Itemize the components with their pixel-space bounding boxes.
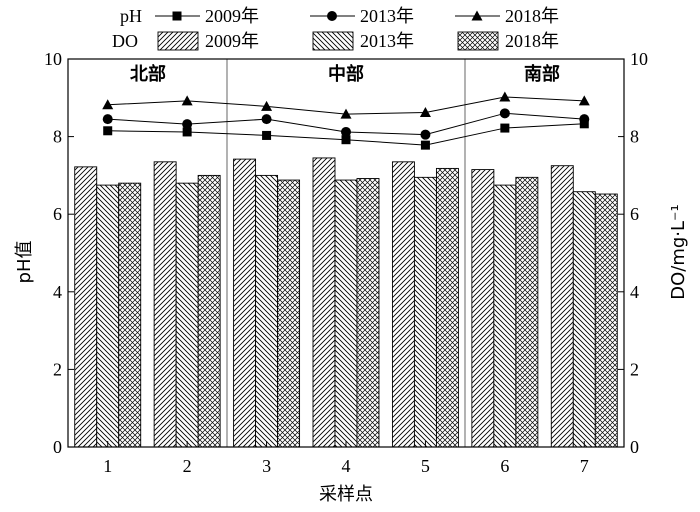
ph-point-2018年-site-6: [499, 91, 511, 102]
ph-point-2018年-site-7: [578, 95, 590, 106]
y-axis-title-right: DO/mg·L⁻¹: [668, 204, 689, 300]
x-tick-label-4: 4: [342, 456, 351, 476]
y-tick-label-left-10: 10: [44, 49, 62, 69]
do-bar-2013年-site-7: [572, 191, 596, 448]
x-tick-label-6: 6: [500, 456, 509, 476]
legend-marker-2018年: [471, 10, 483, 21]
ph-point-2009年-site-3: [262, 130, 272, 140]
ph-point-2013年-site-5: [420, 129, 431, 140]
ph-point-2009年-site-4: [341, 135, 351, 145]
ph-point-2013年-site-6: [499, 108, 510, 119]
ph-point-2013年-site-7: [579, 114, 590, 125]
ph-point-2009年-site-2: [182, 127, 192, 137]
x-axis-title: 采样点: [319, 484, 373, 505]
ph-point-2018年-site-1: [102, 99, 114, 110]
y-tick-label-right-4: 4: [630, 282, 639, 302]
region-label-central: 中部: [328, 63, 364, 85]
ph-point-2013年-site-2: [182, 119, 193, 130]
y-tick-label-left-6: 6: [53, 204, 62, 224]
legend-label-ph-2009年: 2009年: [205, 6, 259, 26]
legend-label-do-2013年: 2013年: [360, 31, 414, 51]
legend-group-label-do: DO: [112, 31, 138, 51]
y-tick-label-right-6: 6: [630, 204, 639, 224]
y-tick-label-right-2: 2: [630, 359, 639, 379]
region-label-north: 北部: [130, 63, 166, 85]
legend-marker-2009年: [172, 11, 182, 21]
legend-marker-2013年: [327, 11, 337, 21]
ph-point-2013年-site-1: [102, 114, 113, 125]
do-bar-2013年-site-1: [96, 184, 120, 448]
y-tick-label-right-10: 10: [630, 49, 648, 69]
do-bar-2009年-site-5: [391, 161, 415, 448]
ph-point-2013年-site-3: [261, 114, 272, 125]
do-bar-2013年-site-3: [255, 174, 279, 448]
legend-label-do-2018年: 2018年: [505, 31, 559, 51]
do-bar-2009年-site-1: [74, 166, 98, 448]
y-tick-label-right-8: 8: [630, 127, 639, 147]
y-tick-label-right-0: 0: [630, 437, 639, 457]
do-bar-2018年-site-3: [277, 179, 301, 448]
y-tick-label-left-2: 2: [53, 359, 62, 379]
legend-swatch-2009年: [157, 31, 199, 51]
legend-swatch-2018年: [457, 31, 499, 51]
ph-point-2009年-site-1: [103, 126, 113, 136]
ph-point-2013年-site-4: [341, 126, 351, 137]
plot-area: 北部 中部 南部: [67, 58, 625, 448]
do-bar-2018年-site-5: [435, 167, 459, 448]
legend: pH DO 2009年 2013年 2018年 2009年 2013年 2018年: [112, 6, 559, 51]
y-axis-title-left: pH值: [14, 241, 35, 284]
legend-label-do-2009年: 2009年: [205, 31, 259, 51]
ph-point-2009年-site-6: [500, 123, 510, 133]
legend-swatch-2013年: [312, 31, 354, 51]
y-tick-label-left-8: 8: [53, 127, 62, 147]
do-bar-2013年-site-5: [413, 176, 437, 448]
do-bar-2009年-site-7: [550, 165, 574, 448]
region-label-south: 南部: [524, 63, 560, 85]
x-tick-label-5: 5: [421, 456, 430, 476]
ph-point-2009年-site-5: [420, 140, 430, 150]
ph-point-2018年-site-2: [181, 95, 193, 106]
do-bar-2009年-site-3: [233, 158, 257, 448]
x-tick-label-1: 1: [103, 456, 112, 476]
do-bar-2009年-site-4: [312, 157, 336, 448]
do-bar-2013年-site-2: [175, 182, 199, 448]
ph-point-2018年-site-4: [340, 108, 352, 119]
do-bar-2018年-site-1: [118, 182, 142, 448]
legend-label-ph-2013年: 2013年: [360, 6, 414, 26]
legend-label-ph-2018年: 2018年: [505, 6, 559, 26]
ph-point-2018年-site-3: [261, 100, 273, 111]
y-tick-label-left-4: 4: [53, 282, 62, 302]
do-bar-2018年-site-2: [197, 174, 221, 448]
x-tick-label-7: 7: [580, 456, 589, 476]
do-bar-2009年-site-6: [471, 169, 495, 448]
legend-group-label-ph: pH: [120, 6, 142, 26]
do-bar-2013年-site-6: [493, 184, 517, 448]
x-tick-label-2: 2: [183, 456, 192, 476]
do-bar-2009年-site-2: [153, 161, 177, 448]
do-bar-2013年-site-4: [334, 179, 358, 448]
do-bar-2018年-site-4: [356, 178, 380, 448]
x-tick-label-3: 3: [262, 456, 271, 476]
do-bar-2018年-site-6: [515, 176, 539, 448]
y-tick-label-left-0: 0: [53, 437, 62, 457]
ph-point-2018年-site-5: [419, 107, 431, 118]
do-bar-2018年-site-7: [594, 193, 618, 448]
